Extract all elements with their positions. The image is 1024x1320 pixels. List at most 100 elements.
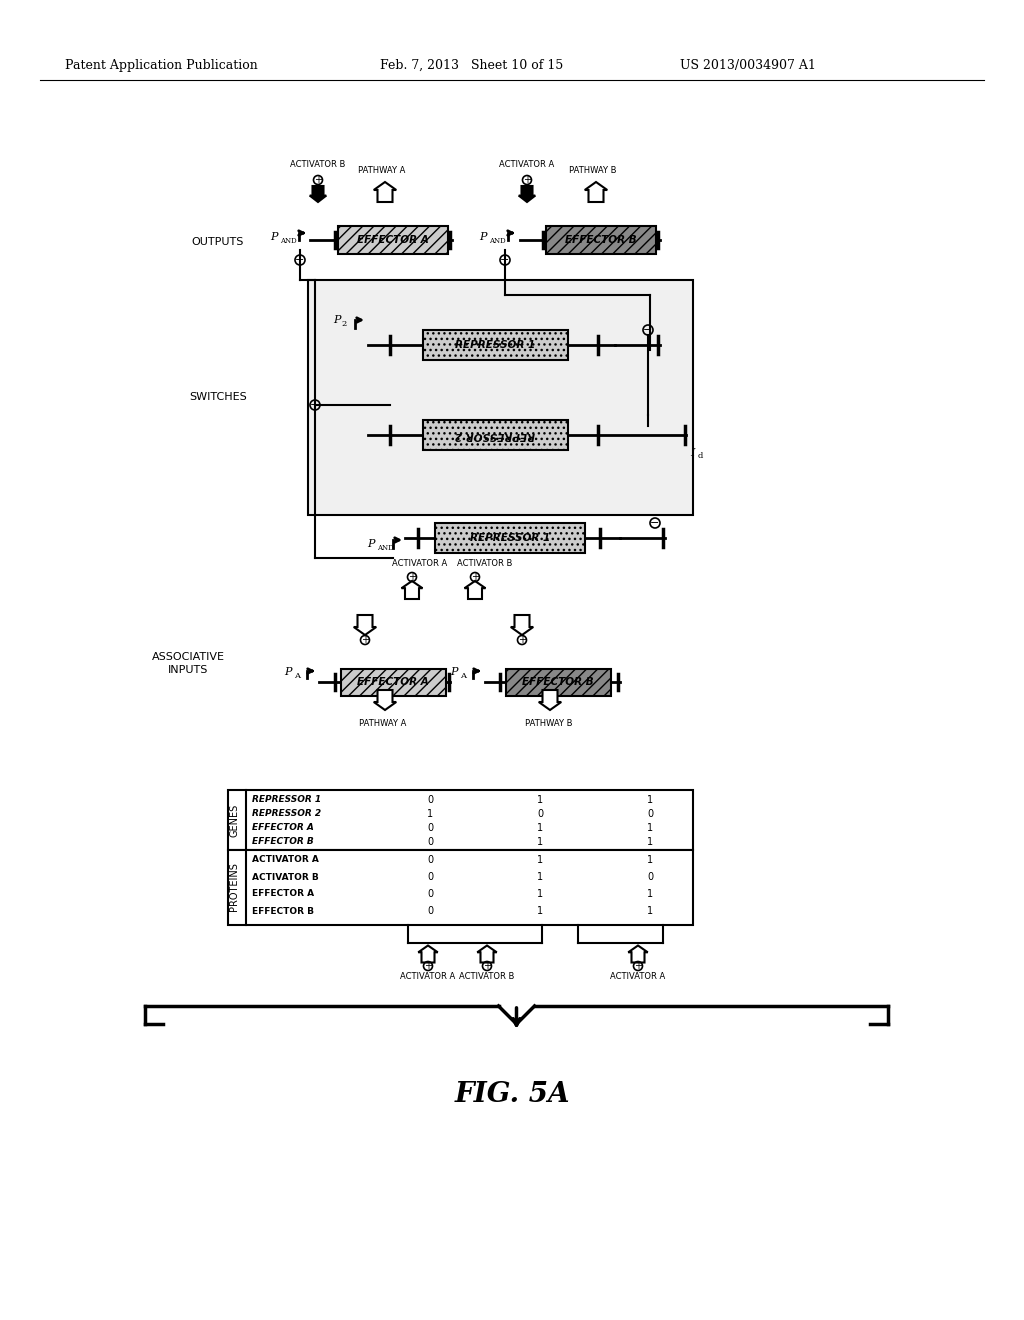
Text: +: + (634, 961, 642, 972)
Bar (423, 330, 567, 360)
Text: −: − (295, 255, 305, 265)
Text: P: P (451, 667, 458, 677)
Text: ACTIVATOR A: ACTIVATOR A (500, 160, 555, 169)
Text: PATHWAY B: PATHWAY B (569, 166, 616, 176)
Polygon shape (585, 182, 607, 202)
Text: 0: 0 (427, 822, 433, 833)
Polygon shape (374, 182, 396, 202)
Text: −: − (310, 400, 319, 411)
Text: I: I (690, 447, 694, 458)
Text: P: P (285, 667, 292, 677)
Text: 0: 0 (537, 809, 543, 818)
Text: 1: 1 (647, 855, 653, 865)
Text: 1: 1 (537, 888, 543, 899)
Text: EFFECTOR A: EFFECTOR A (252, 890, 314, 899)
Text: US 2013/0034907 A1: US 2013/0034907 A1 (680, 58, 816, 71)
Polygon shape (539, 690, 561, 710)
Text: AND: AND (377, 544, 393, 552)
Text: P: P (333, 315, 341, 325)
Text: 0: 0 (427, 795, 433, 805)
Text: EFFECTOR B: EFFECTOR B (252, 907, 314, 916)
Text: EFFECTOR A: EFFECTOR A (357, 677, 429, 686)
Text: EFFECTOR A: EFFECTOR A (357, 235, 429, 246)
Text: ACTIVATOR A: ACTIVATOR A (252, 855, 318, 865)
Text: EFFECTOR B: EFFECTOR B (565, 235, 637, 246)
Text: 1: 1 (647, 906, 653, 916)
Text: P: P (368, 539, 375, 549)
Text: +: + (471, 572, 479, 582)
Polygon shape (401, 581, 423, 599)
Bar (506, 668, 610, 696)
Bar (228, 850, 693, 925)
Text: 1: 1 (537, 855, 543, 865)
Text: PROTEINS: PROTEINS (229, 862, 239, 911)
Bar (308, 280, 693, 515)
Text: FIG. 5A: FIG. 5A (455, 1081, 569, 1109)
Text: Patent Application Publication: Patent Application Publication (65, 58, 258, 71)
Text: PATHWAY B: PATHWAY B (525, 719, 572, 729)
Text: −: − (643, 325, 652, 335)
Text: EFFECTOR B: EFFECTOR B (252, 837, 313, 846)
Text: ACTIVATOR A: ACTIVATOR A (610, 972, 666, 981)
Text: 0: 0 (427, 888, 433, 899)
Text: −: − (501, 255, 510, 265)
Text: EFFECTOR A: EFFECTOR A (252, 824, 314, 833)
Polygon shape (309, 186, 327, 202)
Polygon shape (374, 690, 396, 710)
Bar (341, 668, 445, 696)
Text: REPRESSOR 1: REPRESSOR 1 (455, 341, 536, 350)
Text: 1: 1 (647, 888, 653, 899)
Text: ASSOCIATIVE: ASSOCIATIVE (152, 652, 224, 663)
Text: P: P (270, 232, 278, 242)
Polygon shape (477, 945, 497, 962)
Text: +: + (408, 572, 416, 582)
Polygon shape (418, 945, 437, 962)
Bar (435, 523, 585, 553)
Text: 1: 1 (537, 795, 543, 805)
Text: A: A (460, 672, 466, 680)
Text: INPUTS: INPUTS (168, 665, 208, 675)
Text: A: A (294, 672, 300, 680)
Text: +: + (424, 961, 432, 972)
Polygon shape (629, 945, 648, 962)
Text: −: − (650, 517, 659, 528)
Text: d: d (698, 451, 703, 459)
Text: PATHWAY A: PATHWAY A (358, 166, 406, 176)
Text: 1: 1 (427, 809, 433, 818)
Text: AND: AND (489, 238, 506, 246)
Text: +: + (518, 635, 526, 645)
Text: 1: 1 (647, 795, 653, 805)
Polygon shape (519, 186, 536, 202)
Bar (546, 226, 656, 253)
Polygon shape (465, 581, 485, 599)
Text: ACTIVATOR B: ACTIVATOR B (252, 873, 318, 882)
Text: 1: 1 (537, 822, 543, 833)
Text: ACTIVATOR B: ACTIVATOR B (291, 160, 346, 169)
Text: EFFECTOR B: EFFECTOR B (522, 677, 594, 686)
Text: ACTIVATOR B: ACTIVATOR B (458, 558, 513, 568)
Text: 0: 0 (647, 873, 653, 882)
Text: 1: 1 (537, 837, 543, 847)
Text: 1: 1 (537, 873, 543, 882)
Text: REPRESSOR 1: REPRESSOR 1 (252, 796, 322, 804)
Polygon shape (353, 615, 376, 635)
Text: ACTIVATOR A: ACTIVATOR A (400, 972, 456, 981)
Bar (228, 789, 693, 850)
Text: 0: 0 (427, 873, 433, 882)
Text: GENES: GENES (229, 804, 239, 837)
Text: REPRESSOR 1: REPRESSOR 1 (470, 533, 550, 543)
Text: ACTIVATOR A: ACTIVATOR A (392, 558, 447, 568)
Text: AND: AND (280, 238, 297, 246)
Text: 0: 0 (427, 906, 433, 916)
Text: REPRESSOR 2: REPRESSOR 2 (252, 809, 322, 818)
Text: 0: 0 (427, 855, 433, 865)
Text: 1: 1 (647, 822, 653, 833)
Text: +: + (361, 635, 369, 645)
Text: 1: 1 (647, 837, 653, 847)
Bar (338, 226, 449, 253)
Text: SWITCHES: SWITCHES (189, 392, 247, 403)
Text: REPRESSOR 2: REPRESSOR 2 (455, 430, 536, 440)
Text: PATHWAY A: PATHWAY A (359, 719, 407, 729)
Text: 0: 0 (427, 837, 433, 847)
Polygon shape (511, 615, 534, 635)
